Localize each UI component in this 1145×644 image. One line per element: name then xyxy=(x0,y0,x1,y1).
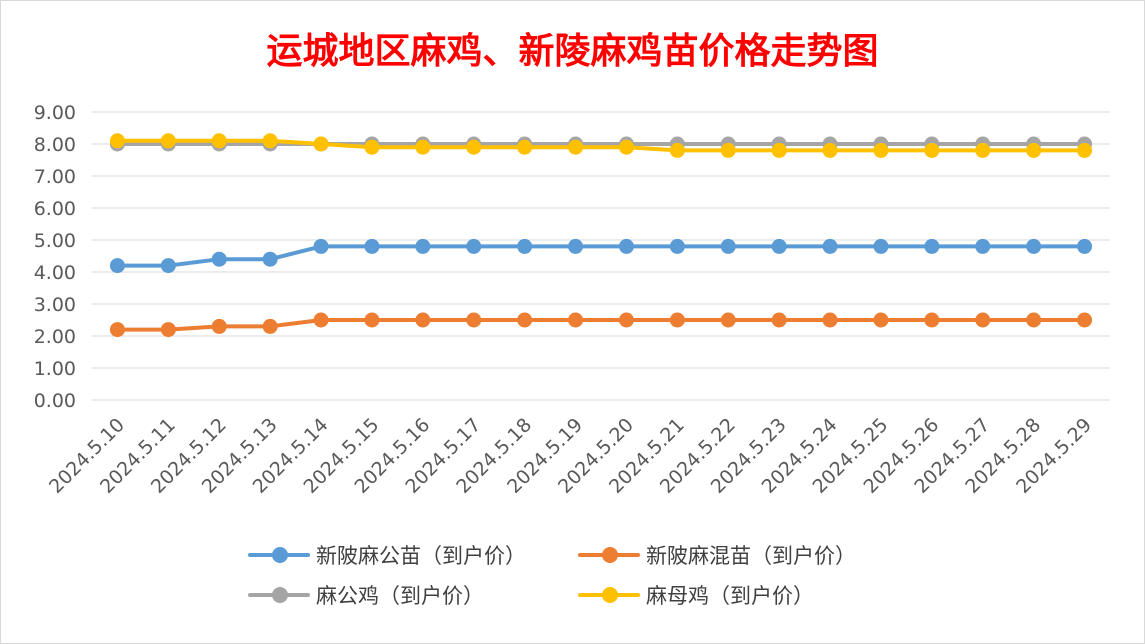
data-point xyxy=(975,238,991,254)
data-point xyxy=(211,318,227,334)
data-point xyxy=(975,142,991,158)
y-tick-label: 7.00 xyxy=(34,166,76,188)
data-point xyxy=(415,139,431,155)
legend-marker-icon xyxy=(578,542,640,568)
y-tick-label: 3.00 xyxy=(34,294,76,316)
data-point xyxy=(618,139,634,155)
legend-dot xyxy=(272,547,288,563)
y-tick-label: 0.00 xyxy=(34,390,76,412)
data-point xyxy=(720,238,736,254)
data-point xyxy=(568,312,584,328)
legend-item-new-ling-rooster-chick: 新陂麻公苗（到户价） xyxy=(248,542,578,568)
data-point xyxy=(669,142,685,158)
data-point xyxy=(1077,142,1093,158)
data-point xyxy=(211,251,227,267)
data-point xyxy=(568,139,584,155)
data-point xyxy=(822,142,838,158)
data-point xyxy=(415,238,431,254)
y-tick-label: 6.00 xyxy=(34,198,76,220)
data-point xyxy=(1026,312,1042,328)
series-line xyxy=(115,138,1087,153)
data-point xyxy=(466,312,482,328)
y-tick-label: 9.00 xyxy=(34,102,76,124)
legend-item-hen: 麻母鸡（到户价） xyxy=(578,582,908,608)
data-point xyxy=(160,258,176,274)
data-point xyxy=(873,312,889,328)
legend-item-rooster: 麻公鸡（到户价） xyxy=(248,582,578,608)
y-tick-label: 2.00 xyxy=(34,326,76,348)
data-point xyxy=(771,238,787,254)
data-point xyxy=(364,139,380,155)
data-point xyxy=(669,238,685,254)
data-point xyxy=(618,238,634,254)
data-point xyxy=(924,142,940,158)
y-tick-label: 4.00 xyxy=(34,262,76,284)
data-point xyxy=(109,322,125,338)
data-point xyxy=(618,312,634,328)
legend-label: 麻公鸡（到户价） xyxy=(316,584,484,608)
y-tick-label: 8.00 xyxy=(34,134,76,156)
data-point xyxy=(109,133,125,149)
data-point xyxy=(1026,238,1042,254)
chart-title: 运城地区麻鸡、新陵麻鸡苗价格走势图 xyxy=(266,30,879,72)
data-point xyxy=(262,251,278,267)
data-point xyxy=(873,142,889,158)
data-point xyxy=(924,238,940,254)
data-point xyxy=(1077,312,1093,328)
legend-dot xyxy=(602,547,618,563)
data-point xyxy=(517,312,533,328)
data-point xyxy=(313,136,329,152)
data-point xyxy=(313,238,329,254)
data-point xyxy=(262,133,278,149)
data-point xyxy=(771,312,787,328)
data-point xyxy=(160,322,176,338)
data-point xyxy=(822,238,838,254)
data-point xyxy=(771,142,787,158)
data-point xyxy=(873,238,889,254)
data-point xyxy=(924,312,940,328)
legend-dot xyxy=(272,587,288,603)
data-point xyxy=(364,238,380,254)
legend-dot xyxy=(602,587,618,603)
data-point xyxy=(109,258,125,274)
legend-item-new-ling-mixed-chick: 新陂麻混苗（到户价） xyxy=(578,542,908,568)
data-point xyxy=(466,139,482,155)
data-point xyxy=(1026,142,1042,158)
data-point xyxy=(313,312,329,328)
data-point xyxy=(568,238,584,254)
data-point xyxy=(415,312,431,328)
y-tick-label: 5.00 xyxy=(34,230,76,252)
data-point xyxy=(160,133,176,149)
legend-marker-icon xyxy=(578,582,640,608)
data-point xyxy=(262,318,278,334)
legend-marker-icon xyxy=(248,582,310,608)
legend-marker-icon xyxy=(248,542,310,568)
data-point xyxy=(517,139,533,155)
data-point xyxy=(466,238,482,254)
legend-label: 新陂麻混苗（到户价） xyxy=(646,544,856,568)
data-point xyxy=(211,133,227,149)
legend: 新陂麻公苗（到户价） 新陂麻混苗（到户价） 麻公鸡（到户价） 麻母鸡（到户价） xyxy=(248,542,948,608)
data-point xyxy=(975,312,991,328)
data-point xyxy=(669,312,685,328)
data-point xyxy=(822,312,838,328)
data-point xyxy=(720,312,736,328)
legend-label: 麻母鸡（到户价） xyxy=(646,584,814,608)
series-line xyxy=(115,244,1087,268)
legend-label: 新陂麻公苗（到户价） xyxy=(316,544,526,568)
data-point xyxy=(720,142,736,158)
series-line xyxy=(115,318,1087,332)
data-point xyxy=(517,238,533,254)
data-point xyxy=(1077,238,1093,254)
y-tick-label: 1.00 xyxy=(34,358,76,380)
data-point xyxy=(364,312,380,328)
